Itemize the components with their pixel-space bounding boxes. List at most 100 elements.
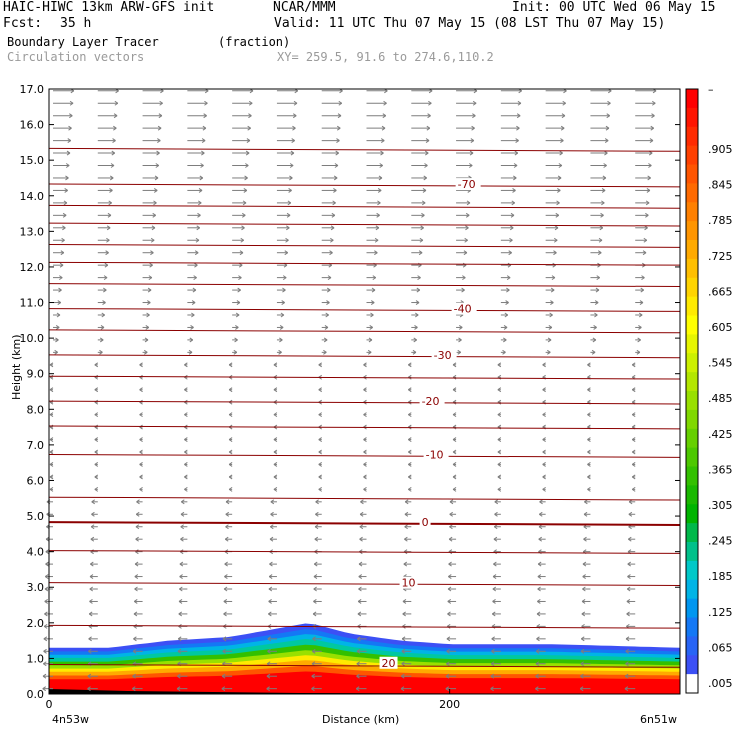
wind-vector bbox=[276, 188, 292, 193]
wind-vector bbox=[635, 212, 649, 218]
wind-vector bbox=[456, 113, 476, 119]
fcst-value: 35 h bbox=[60, 16, 92, 31]
wind-vector bbox=[276, 212, 291, 218]
terrain bbox=[49, 689, 680, 694]
wind-vector bbox=[187, 237, 200, 243]
wind-vector bbox=[402, 611, 412, 617]
wind-vector bbox=[91, 499, 98, 505]
wind-vector bbox=[142, 262, 153, 268]
wind-vector bbox=[494, 499, 501, 505]
wind-vector bbox=[42, 686, 54, 692]
wind-vector bbox=[321, 349, 327, 355]
isotherm-line bbox=[48, 400, 681, 405]
wind-vector bbox=[497, 449, 502, 455]
wind-vector bbox=[449, 499, 457, 505]
wind-vector bbox=[500, 262, 512, 268]
isotherm-line bbox=[48, 550, 681, 554]
tracer-band bbox=[49, 671, 680, 694]
wind-vector bbox=[269, 536, 277, 542]
isotherm-label: 0 bbox=[422, 516, 429, 529]
wind-vector bbox=[187, 150, 205, 156]
wind-vector bbox=[366, 337, 373, 343]
wind-vector bbox=[545, 200, 560, 206]
wind-vector bbox=[581, 599, 591, 604]
wind-vector bbox=[90, 561, 98, 567]
wind-vector bbox=[142, 138, 161, 144]
colorbar-swatch bbox=[686, 315, 698, 335]
colorbar-label: .665 bbox=[708, 285, 733, 298]
colorbar-swatch bbox=[686, 258, 698, 279]
wind-vector bbox=[545, 113, 566, 119]
wind-vector bbox=[49, 387, 54, 393]
wind-vector bbox=[545, 237, 558, 243]
wind-vector bbox=[626, 611, 636, 617]
wind-vector bbox=[545, 337, 552, 343]
isotherm-line bbox=[48, 147, 681, 152]
wind-vector bbox=[142, 287, 152, 293]
wind-vector bbox=[321, 300, 330, 305]
wind-vector bbox=[142, 337, 149, 343]
wind-vector bbox=[590, 349, 596, 355]
wind-vector bbox=[357, 636, 367, 642]
wind-vector bbox=[360, 499, 367, 505]
wind-vector bbox=[222, 648, 233, 654]
wind-vector bbox=[232, 175, 248, 181]
wind-vector bbox=[132, 648, 143, 654]
wind-vector bbox=[366, 200, 381, 206]
wind-vector bbox=[366, 138, 385, 144]
wind-vector bbox=[590, 100, 611, 106]
wind-vector bbox=[500, 175, 517, 181]
colorbar-label: .425 bbox=[708, 428, 733, 441]
colorbar-label: .725 bbox=[708, 250, 733, 263]
wind-vector bbox=[452, 387, 457, 393]
wind-vector bbox=[579, 686, 591, 692]
wind-vector bbox=[408, 437, 412, 442]
wind-vector bbox=[232, 349, 238, 355]
wind-vector bbox=[408, 412, 412, 418]
wind-vector bbox=[635, 237, 648, 243]
wind-vector bbox=[590, 287, 600, 293]
isotherms: 20 10 0 -10 -20 -30 -40 -70 bbox=[48, 147, 681, 670]
y-tick-label: 1.0 bbox=[27, 652, 45, 665]
wind-vector bbox=[97, 337, 104, 343]
wind-vector bbox=[411, 300, 420, 305]
wind-vector bbox=[545, 163, 563, 168]
wind-vector bbox=[500, 188, 516, 193]
wind-vector bbox=[53, 125, 72, 131]
wind-vector bbox=[53, 349, 58, 355]
wind-vector bbox=[545, 150, 563, 156]
wind-vector bbox=[403, 549, 412, 555]
wind-vector bbox=[452, 399, 457, 405]
colorbar-swatch bbox=[686, 126, 698, 147]
wind-vector bbox=[497, 474, 502, 480]
y-tick-label: 5.0 bbox=[27, 510, 45, 523]
wind-vector bbox=[269, 561, 277, 567]
wind-vector bbox=[492, 574, 501, 579]
wind-vector bbox=[545, 349, 551, 355]
wind-vector bbox=[366, 300, 375, 305]
wind-vector bbox=[184, 486, 188, 492]
wind-vector bbox=[53, 237, 65, 243]
wind-vector bbox=[545, 325, 553, 330]
wind-vector bbox=[545, 188, 561, 193]
wind-vector bbox=[311, 686, 322, 692]
wind-vector bbox=[635, 150, 653, 156]
wind-vector bbox=[366, 188, 382, 193]
wind-vector bbox=[635, 125, 655, 131]
wind-vector bbox=[363, 412, 367, 418]
wind-vector bbox=[363, 486, 367, 492]
wind-vector bbox=[590, 200, 605, 206]
wind-vector bbox=[187, 312, 195, 318]
wind-vector bbox=[179, 586, 188, 592]
wind-vector bbox=[366, 250, 378, 256]
wind-vector bbox=[366, 100, 387, 106]
wind-vector bbox=[500, 200, 516, 206]
wind-vector bbox=[625, 661, 636, 667]
colorbar-label: .185 bbox=[708, 570, 733, 583]
wind-vector bbox=[232, 125, 251, 131]
wind-vector bbox=[456, 100, 477, 106]
wind-vector bbox=[142, 225, 156, 231]
left-endpoint: 4n53w bbox=[52, 713, 89, 726]
wind-vector bbox=[631, 449, 636, 455]
